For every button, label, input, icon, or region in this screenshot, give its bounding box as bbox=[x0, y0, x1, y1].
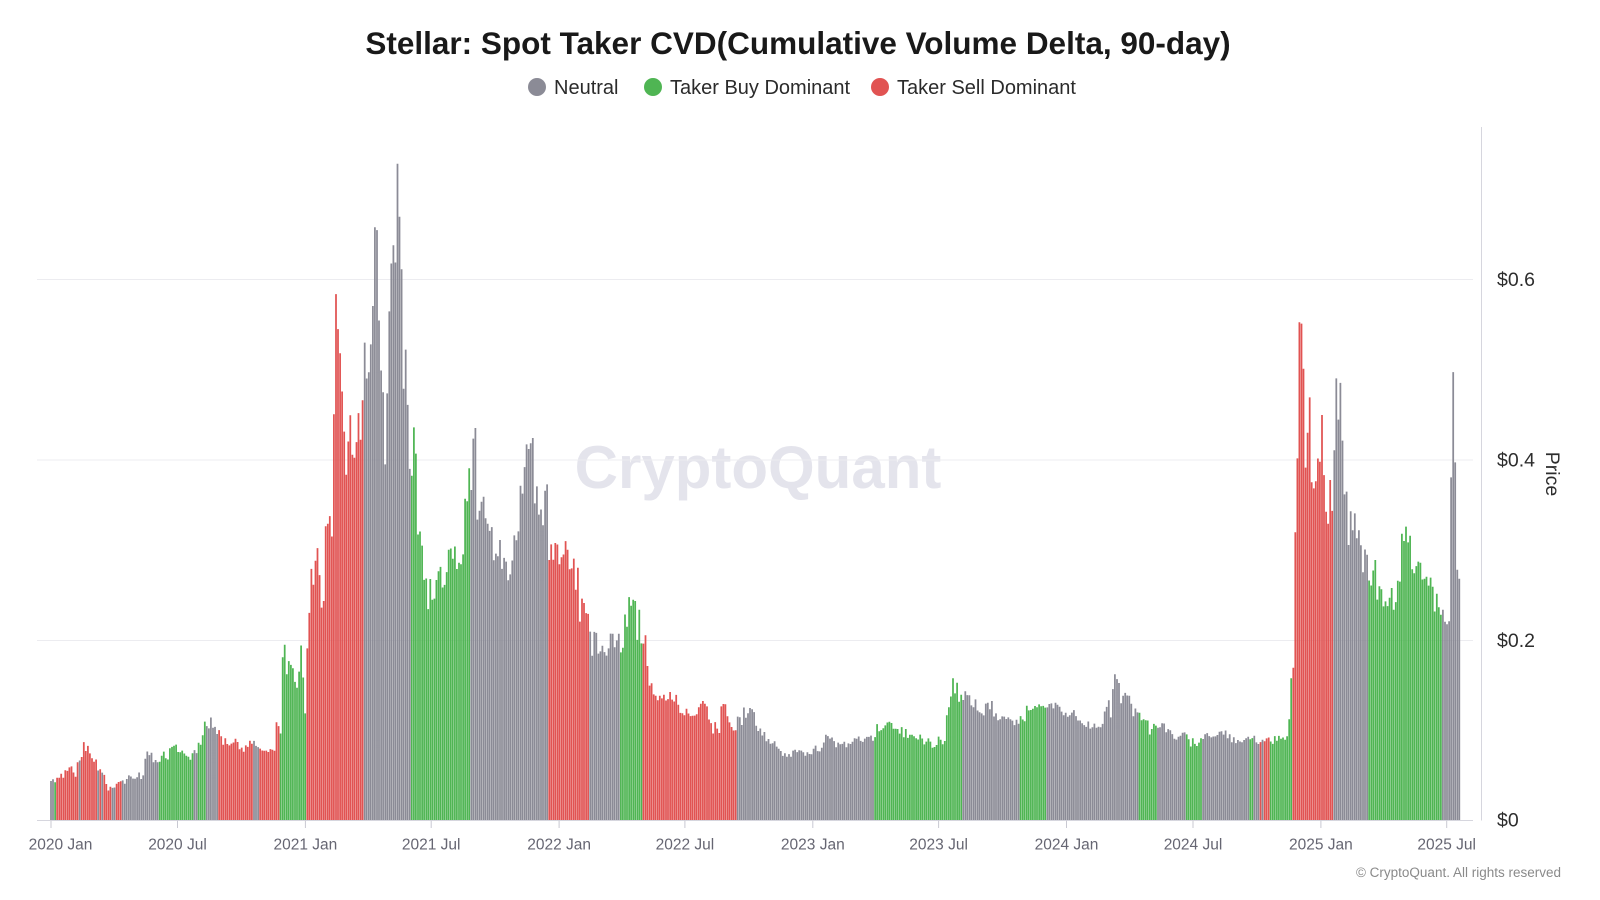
svg-text:2021 Jul: 2021 Jul bbox=[402, 837, 461, 854]
svg-text:$0.2: $0.2 bbox=[1497, 630, 1535, 652]
svg-text:2023 Jul: 2023 Jul bbox=[909, 837, 968, 854]
svg-text:Price: Price bbox=[1541, 452, 1563, 496]
svg-text:2024 Jan: 2024 Jan bbox=[1035, 837, 1099, 854]
svg-text:© CryptoQuant. All rights rese: © CryptoQuant. All rights reserved bbox=[1356, 865, 1561, 880]
svg-text:Taker Sell Dominant: Taker Sell Dominant bbox=[897, 77, 1076, 99]
svg-text:2021 Jan: 2021 Jan bbox=[274, 837, 338, 854]
svg-text:CryptoQuant: CryptoQuant bbox=[575, 434, 942, 501]
svg-text:Taker Buy Dominant: Taker Buy Dominant bbox=[670, 77, 851, 99]
svg-text:2022 Jul: 2022 Jul bbox=[656, 837, 715, 854]
svg-text:2025 Jan: 2025 Jan bbox=[1289, 837, 1353, 854]
svg-text:2024 Jul: 2024 Jul bbox=[1164, 837, 1223, 854]
svg-text:$0.6: $0.6 bbox=[1497, 269, 1535, 291]
svg-text:2020 Jan: 2020 Jan bbox=[29, 837, 93, 854]
svg-text:$0.4: $0.4 bbox=[1497, 450, 1535, 472]
svg-text:2023 Jan: 2023 Jan bbox=[781, 837, 845, 854]
svg-text:2025 Jul: 2025 Jul bbox=[1417, 837, 1476, 854]
svg-text:Neutral: Neutral bbox=[554, 77, 618, 99]
svg-text:$0: $0 bbox=[1497, 810, 1519, 832]
svg-text:2022 Jan: 2022 Jan bbox=[527, 837, 591, 854]
svg-text:2020 Jul: 2020 Jul bbox=[148, 837, 207, 854]
svg-text:Stellar: Spot Taker CVD(Cumula: Stellar: Spot Taker CVD(Cumulative Volum… bbox=[365, 25, 1230, 61]
